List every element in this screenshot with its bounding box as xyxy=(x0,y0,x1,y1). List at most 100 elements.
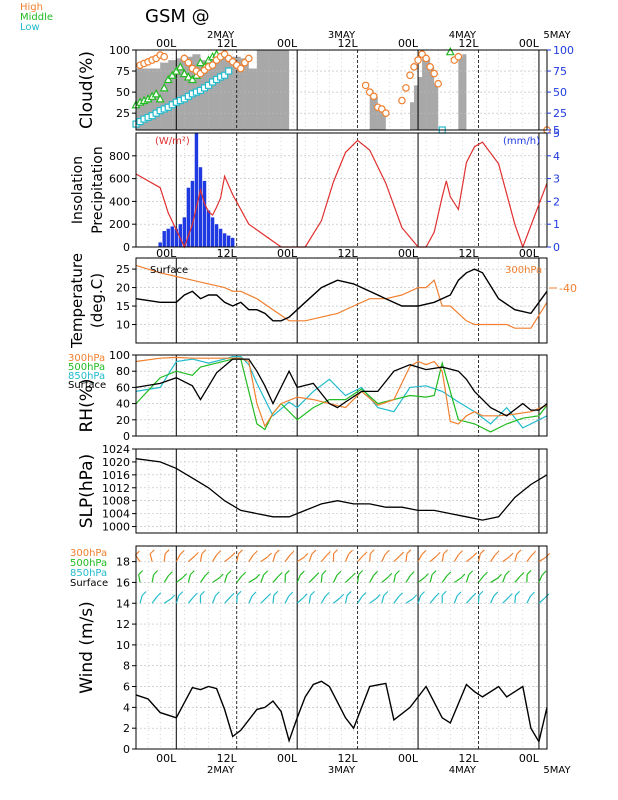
slp-ytick-label: 1024 xyxy=(102,443,130,456)
top-time-label: 00L xyxy=(519,37,540,50)
wind-barb-flag xyxy=(362,551,368,557)
wind-barb xyxy=(490,595,495,604)
rh-legend-item: 850hPa xyxy=(68,371,105,382)
wind-frame xyxy=(135,545,548,750)
wind-barb xyxy=(538,556,547,563)
wind-barb xyxy=(344,595,348,604)
wind-barb xyxy=(260,574,265,583)
high-cloud-marker xyxy=(410,63,418,71)
wind-barb xyxy=(369,553,371,562)
wind-barb xyxy=(429,555,437,563)
high-cloud-marker xyxy=(430,69,438,78)
wind-barb xyxy=(429,596,436,604)
top-time-label: 12L xyxy=(217,37,238,50)
wind-barb xyxy=(320,596,326,604)
wind-barb-flag xyxy=(531,550,537,556)
wind-barb xyxy=(284,554,291,562)
wind-barb-flag xyxy=(311,549,317,555)
wind-barb-flag xyxy=(201,549,207,555)
wind-barb xyxy=(236,575,243,583)
wind-barb-flag xyxy=(339,593,345,599)
wind-barb-flag xyxy=(226,570,232,576)
wind-barb xyxy=(199,575,206,583)
precip-right-ytick-label: 4 xyxy=(553,150,560,163)
wind-ytick-label: 6 xyxy=(123,681,130,694)
wind-barb-flag xyxy=(384,549,390,555)
wind-barb-flag xyxy=(441,590,447,596)
middle-cloud-marker xyxy=(151,89,161,98)
wind-barb xyxy=(381,576,389,583)
wind-barb-flag xyxy=(141,591,147,596)
wind-barb xyxy=(199,553,203,562)
wind-barb-flag xyxy=(424,573,429,579)
high-cloud-marker xyxy=(426,63,434,71)
slp-ytick-label: 1004 xyxy=(102,508,130,521)
top-date-label: 3MAY xyxy=(328,30,356,41)
rh-ytick-label: 0 xyxy=(123,430,130,443)
slp-line xyxy=(135,458,548,521)
wind-barb xyxy=(151,574,155,583)
wind-barb-flag xyxy=(314,572,320,578)
wind-barb xyxy=(453,554,459,562)
top-time-label: 00L xyxy=(277,37,298,50)
top-time-label: 12L xyxy=(458,37,479,50)
mid-time-label: 00L xyxy=(277,247,298,260)
wind-barb-flag xyxy=(421,550,427,555)
wind-barb xyxy=(441,575,448,583)
wind-barb xyxy=(405,553,408,562)
slp-ylabel: SLP(hPa) xyxy=(77,454,97,528)
wind-ytick-label: 10 xyxy=(116,639,130,652)
wind-barb-flag xyxy=(468,570,474,576)
wind-barb xyxy=(393,574,396,583)
wind-barb xyxy=(514,553,518,562)
insol-left-ytick-label: 400 xyxy=(109,195,130,208)
low-cloud-marker xyxy=(225,67,233,75)
precip-bar xyxy=(170,226,174,247)
wind-barb-flag xyxy=(310,590,315,596)
rh-ytick-label: 100 xyxy=(109,349,130,362)
middle-cloud-marker xyxy=(445,46,455,56)
wind-barb-flag xyxy=(216,550,222,556)
wind-barb-flag xyxy=(479,549,485,555)
wind-legend-item: 300hPa xyxy=(70,548,107,559)
wind-barb-flag xyxy=(508,552,514,558)
wind-barb-flag xyxy=(284,570,290,575)
wind-barb xyxy=(417,595,422,604)
bottom-time-label: 00L xyxy=(156,752,177,765)
top-time-label: 12L xyxy=(338,37,359,50)
wind-barb-flag xyxy=(483,571,488,577)
insol-ylabel: Insolation xyxy=(70,156,86,224)
middle-cloud-marker xyxy=(159,83,169,92)
wind-ytick-label: 8 xyxy=(123,660,130,673)
precip-bar xyxy=(214,224,219,247)
top-time-label: 00L xyxy=(398,37,419,50)
temp-right-tick-label: -40 xyxy=(559,282,577,295)
wind-barb xyxy=(138,574,141,583)
precip-bar xyxy=(162,231,166,247)
temp-300hpa-line xyxy=(135,264,548,329)
wind-barb xyxy=(163,598,172,604)
wind-legend-item: Surface xyxy=(70,578,108,589)
cloud-left-ytick-label: 100 xyxy=(109,44,130,57)
temp-surface-line xyxy=(135,268,548,322)
bottom-date-label: 4MAY xyxy=(449,765,477,776)
precip-right-ytick-label: 0 xyxy=(553,241,560,254)
top-time-label: 00L xyxy=(156,37,177,50)
wind-barb xyxy=(538,597,546,604)
wind-barb-flag xyxy=(263,570,269,576)
wind-barb-flag xyxy=(326,551,331,556)
cloud-right-ytick-label: 100 xyxy=(553,44,574,57)
rh-ytick-label: 20 xyxy=(116,414,130,427)
wind-barb-flag xyxy=(153,570,159,575)
rh-500hpa-line xyxy=(135,358,548,433)
wind-barb-flag xyxy=(361,592,367,597)
mid-time-label: 00L xyxy=(398,247,419,260)
wind-barb-flag xyxy=(164,549,170,555)
wind-barb-flag xyxy=(289,550,295,556)
cloud-right-ytick-label: 75 xyxy=(553,65,567,78)
wind-barb xyxy=(224,556,232,563)
middle-cloud-marker xyxy=(187,74,197,84)
wind-barb xyxy=(526,554,533,562)
precip-bar xyxy=(174,228,179,247)
